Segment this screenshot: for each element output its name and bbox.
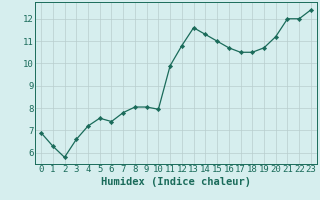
X-axis label: Humidex (Indice chaleur): Humidex (Indice chaleur)	[101, 177, 251, 187]
